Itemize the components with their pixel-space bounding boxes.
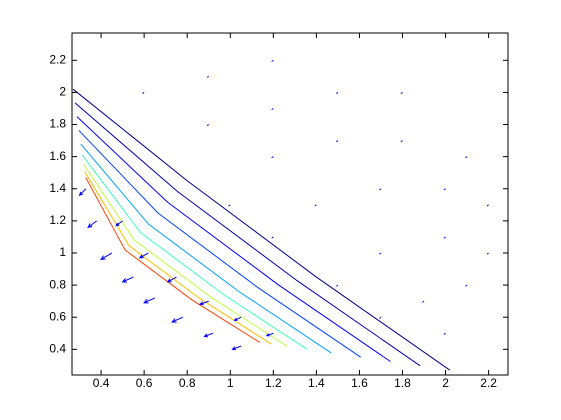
quiver-arrow (143, 297, 156, 304)
contour-line (74, 102, 421, 367)
x-tick-label: 1.6 (351, 376, 368, 390)
quiver-arrow (422, 300, 425, 303)
contour-line (78, 130, 362, 358)
quiver-arrow (142, 92, 145, 94)
x-tick-label: 0.8 (179, 376, 196, 390)
contour-line (80, 143, 332, 354)
contour-line (81, 154, 308, 350)
quiver-arrow (233, 316, 242, 321)
quiver-arrow (378, 316, 382, 319)
quiver-arrow (400, 140, 403, 143)
quiver-arrow (378, 188, 382, 191)
x-tick-label: 0.4 (93, 376, 110, 390)
x-tick-label: 1 (227, 376, 234, 390)
quiver-arrow (166, 276, 177, 283)
x-tick-label: 2.2 (480, 376, 497, 390)
quiver-arrow (443, 236, 446, 239)
x-tick-label: 0.6 (136, 376, 153, 390)
quiver-arrow (400, 92, 403, 94)
quiver-arrow (231, 345, 242, 351)
quiver-arrow (206, 124, 210, 126)
quiver-arrow (121, 276, 134, 283)
quiver-arrow (486, 204, 489, 207)
quiver-arrow (335, 140, 339, 143)
y-tick-label: 0.4 (49, 341, 66, 355)
quiver-arrow (138, 252, 149, 259)
x-tick-label: 2 (442, 376, 449, 390)
quiver-arrow (171, 316, 184, 323)
contour-line (72, 88, 451, 371)
quiver-arrow (206, 75, 210, 78)
quiver-arrow (115, 220, 123, 227)
y-tick-label: 1 (59, 245, 66, 259)
quiver-arrow (271, 236, 274, 239)
quiver-arrow (335, 92, 339, 94)
y-tick-label: 0.6 (49, 309, 66, 323)
quiver-arrow (265, 332, 274, 337)
quiver-arrow (100, 252, 113, 260)
quiver-arrow (443, 332, 446, 335)
quiver-arrow (271, 59, 274, 62)
y-tick-label: 1.4 (49, 181, 66, 195)
quiver-arrow (271, 156, 274, 159)
quiver-arrow (78, 188, 87, 196)
quiver-arrow (486, 252, 489, 255)
quiver-arrow (465, 156, 468, 159)
axes-box (71, 32, 509, 376)
y-tick-label: 1.2 (49, 213, 66, 227)
y-tick-label: 0.8 (49, 277, 66, 291)
y-tick-label: 2 (59, 85, 66, 99)
quiver-arrow (228, 204, 231, 207)
x-tick-label: 1.8 (394, 376, 411, 390)
quiver-arrow (378, 252, 382, 255)
y-tick-label: 1.8 (49, 117, 66, 131)
quiver-arrow (199, 300, 209, 306)
y-tick-label: 2.2 (49, 52, 66, 66)
quiver-arrow (87, 220, 98, 228)
contour-line (83, 164, 288, 347)
quiver-arrow (465, 284, 468, 287)
y-tick-label: 1.6 (49, 149, 66, 163)
contour-line (84, 171, 272, 345)
x-tick-label: 1.4 (308, 376, 325, 390)
contour-line (76, 116, 391, 362)
quiver-arrow (203, 332, 214, 338)
quiver-arrow (314, 204, 317, 207)
quiver-arrow (443, 188, 446, 191)
quiver-arrow (335, 284, 339, 287)
contour-line (85, 176, 261, 343)
x-tick-label: 1.2 (265, 376, 282, 390)
quiver-arrow (271, 108, 274, 110)
